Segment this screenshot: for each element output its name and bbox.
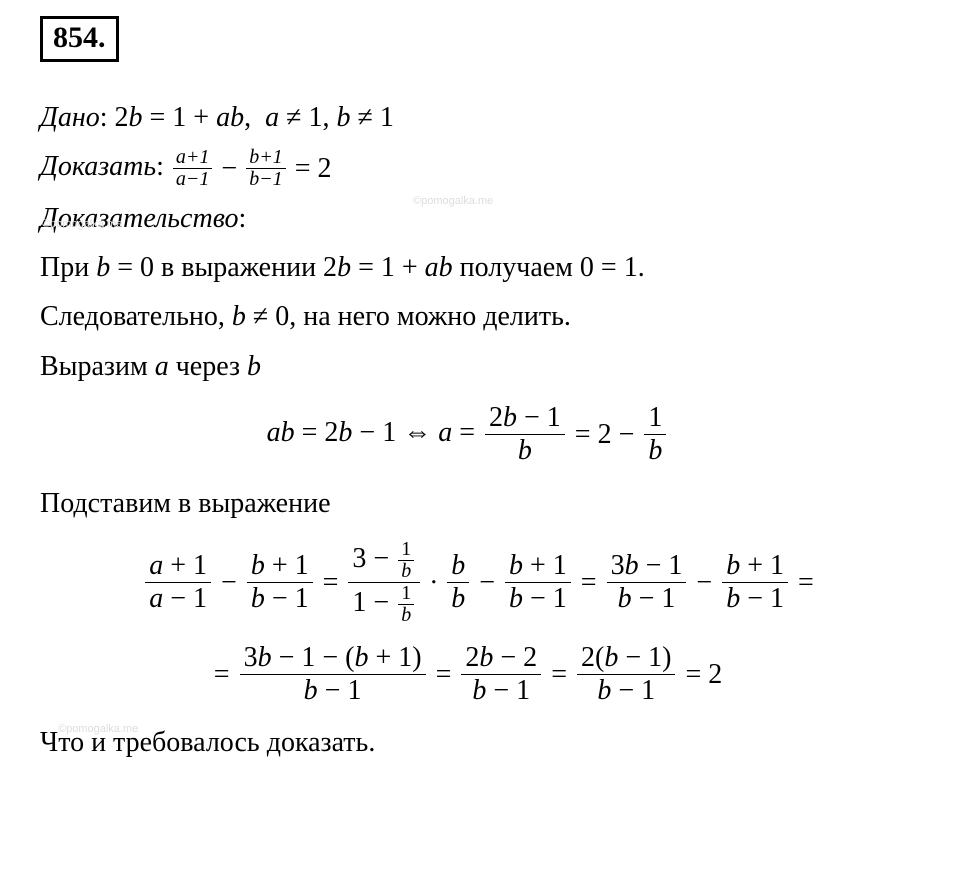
qed-line: Что и требовалось доказать. [40,721,936,764]
numerator: 1 [398,583,414,605]
numerator: a+1 [173,147,213,169]
label-given: Дано [40,102,100,133]
math-proof-page: 854. Дано: 2b = 1 + ab, a ≠ 1, b ≠ 1 Док… [0,0,960,795]
fraction: b b [447,550,469,615]
var-a: a [267,417,281,448]
fraction: b + 1 b − 1 [722,550,788,615]
var-b: b [337,252,351,283]
fraction: 2b − 1 b [485,402,565,467]
equation-chain-row2: = 3b − 1 − (b + 1) b − 1 = 2b − 2 b − 1 … [0,642,936,707]
var-b: b [338,417,352,448]
txt: 3 − [352,543,396,574]
txt: = [452,417,482,448]
txt: = 2 [295,153,332,184]
numerator: 1 [644,402,666,435]
inner-fraction: 1 b [398,539,414,582]
proof-label-line: Доказательство: [40,197,936,240]
given-line: Дано: 2b = 1 + ab, a ≠ 1, b ≠ 1 [40,96,936,139]
inner-fraction: 1 b [398,583,414,626]
txt: Следовательно, [40,301,232,332]
txt: ≠ 1 [350,102,393,133]
txt: Выразим [40,351,155,382]
label-prove: Доказать [40,151,156,182]
txt: ≠ 1, [279,102,336,133]
denominator: b [485,435,565,467]
txt: − 1 ⇔ [352,417,438,448]
fraction: 1 b [644,402,666,467]
txt: через [169,351,247,382]
label-proof: Доказательство [40,203,238,234]
fraction: b+1 b−1 [246,147,286,190]
txt: 1 − [352,587,396,618]
denominator: b−1 [246,169,286,190]
txt: = 1 + [143,102,217,133]
denominator: b [398,561,414,582]
problem-number-box: 854. [40,16,119,62]
proof-step-2: Следовательно, b ≠ 0, на него можно дели… [40,295,936,338]
complex-fraction: 3 − 1 b 1 − 1 b [348,539,420,626]
var-a: a [265,102,279,133]
denominator: b [447,583,469,615]
equation-1: ab = 2b − 1 ⇔ a = 2b − 1 b = 2 − 1 b [0,402,936,467]
proof-step-4: Подставим в выражение [40,482,936,525]
txt: = 0 в выражении 2 [110,252,337,283]
fraction: 3b − 1 b − 1 [607,550,687,615]
var-b: b [96,252,110,283]
var-b: b [129,102,143,133]
fraction: 2b − 2 b − 1 [461,642,541,707]
txt: 2 [115,102,129,133]
var-a: a [438,417,452,448]
fraction: 2(b − 1) b − 1 [577,642,675,707]
var-b: b [281,417,295,448]
numerator: 1 [398,539,414,561]
denominator: b [644,435,666,467]
txt: = 2 [295,417,339,448]
txt: При [40,252,96,283]
denominator: a−1 [173,169,213,190]
prove-line: Доказать: a+1 a−1 − b+1 b−1 = 2 [40,145,936,190]
var-b: b [336,102,350,133]
var-b: b [230,102,244,133]
var-b: b [232,301,246,332]
txt: , [244,102,265,133]
fraction: 3b − 1 − (b + 1) b − 1 [240,642,426,707]
fraction: b + 1 b − 1 [247,550,313,615]
denominator: b [398,605,414,626]
proof-step-1: При b = 0 в выражении 2b = 1 + ab получа… [40,246,936,289]
proof-step-3: Выразим a через b [40,345,936,388]
txt: = 1 + [351,252,425,283]
equation-chain-row1: a + 1 a − 1 − b + 1 b − 1 = 3 − 1 b 1 [20,539,936,626]
fraction: b + 1 b − 1 [505,550,571,615]
fraction: a + 1 a − 1 [145,550,211,615]
txt: получаем 0 = 1. [453,252,645,283]
txt: = 2 − [575,419,642,450]
var-a: a [216,102,230,133]
var-b: b [439,252,453,283]
numerator: b [447,550,469,583]
numerator: b+1 [246,147,286,169]
fraction: a+1 a−1 [173,147,213,190]
result: = 2 [685,659,722,690]
txt: ≠ 0, на него можно делить. [246,301,571,332]
